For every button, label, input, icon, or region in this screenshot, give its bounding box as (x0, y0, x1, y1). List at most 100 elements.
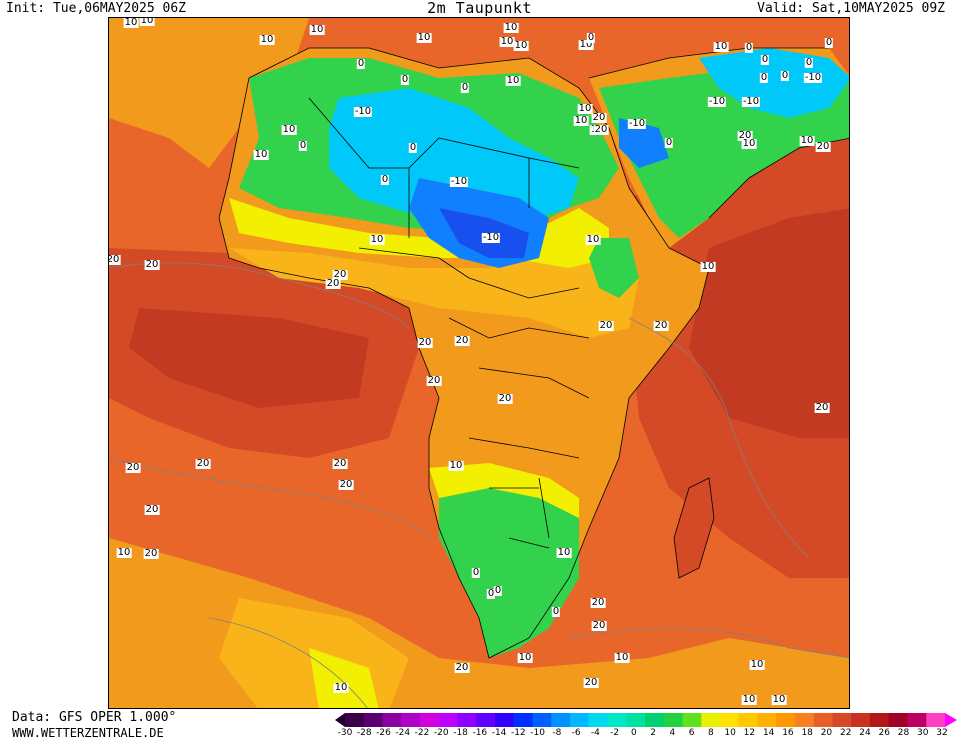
contour-label: 20 (454, 335, 470, 346)
colorbar-cell (888, 713, 908, 727)
contour-label: 10 (513, 40, 529, 51)
contour-label: 20 (583, 677, 599, 688)
contour-label: 10 (253, 149, 269, 160)
contour-lines (109, 262, 849, 708)
colorbar (335, 713, 957, 727)
colorbar-cell (401, 713, 421, 727)
colorbar-tick-labels: -30 -28 -26 -24 -22 -20 -18 -16 -14 -12 -10 -8 -6 -4-… (338, 728, 948, 740)
contour-label: 10 (333, 682, 349, 693)
colorbar-cell (476, 713, 496, 727)
colorbar-tick-label: 32 (936, 728, 948, 738)
contour-label: 20 (591, 620, 607, 631)
colorbar-tick-label: -16 (472, 728, 488, 738)
contour-label: -10 (741, 96, 761, 107)
colorbar-tick-label: 18 (801, 728, 813, 738)
colorbar-cell (363, 713, 383, 727)
contour-label: 10 (517, 652, 533, 663)
contour-label: 10 (713, 41, 729, 52)
contour-label: 20 (591, 112, 607, 123)
contour-label: 20 (653, 320, 669, 331)
contour-label: 0 (780, 70, 790, 81)
contour-label: 20 (737, 130, 753, 141)
colorbar-tick-label: 2 (650, 728, 656, 738)
colorbar-cell (420, 713, 440, 727)
colorbar-tick-label: 16 (782, 728, 794, 738)
colorbar-cell (682, 713, 702, 727)
colorbar-tick-label: 20 (820, 728, 833, 738)
contour-label: 10 (578, 39, 594, 50)
contour-label: 20 (593, 124, 609, 135)
colorbar-tick-label: 8 (708, 728, 714, 738)
contour-label: 0 (804, 57, 814, 68)
data-source-label: Data: GFS OPER 1.000° (12, 710, 177, 725)
colorbar-tick-label: 24 (859, 728, 871, 738)
colorbar-tick-label: -4 (590, 728, 600, 738)
contour-label: 20 (338, 479, 354, 490)
colorbar-cell (382, 713, 402, 727)
contour-label: -10 (449, 176, 469, 187)
contour-label: 10 (503, 22, 519, 33)
contour-label: 20 (325, 278, 341, 289)
colorbar-tick-label: -24 (395, 728, 411, 738)
contour-label: 20 (497, 393, 513, 404)
colorbar-cell (701, 713, 721, 727)
colorbar-cell (832, 713, 852, 727)
country-borders (218, 47, 849, 659)
colorbar-tick-label: -8 (552, 728, 562, 738)
colorbar-cell (457, 713, 477, 727)
contour-label: 0 (586, 32, 596, 43)
contour-label: 10 (139, 17, 155, 26)
contour-label: 0 (493, 585, 503, 596)
init-time-label: Init: Tue,06MAY2025 06Z (6, 1, 187, 16)
contour-label: 10 (741, 138, 757, 149)
contour-label: 10 (116, 547, 132, 558)
contour-label: -10 (481, 232, 501, 243)
contour-label: 20 (454, 662, 470, 673)
colorbar-tick-label: 0 (630, 728, 637, 738)
colorbar-cell (738, 713, 758, 727)
contour-label: 0 (551, 606, 561, 617)
colorbar-cell (645, 713, 665, 727)
ethiopia-green (589, 238, 639, 298)
colorbar-tick-label: -22 (414, 728, 430, 738)
contour-label: 20 (332, 458, 348, 469)
colorbar-cell (776, 713, 796, 727)
contour-label: 20 (814, 402, 830, 413)
colorbar-cell (345, 713, 365, 727)
colorbar-cell (570, 713, 590, 727)
contour-label: 10 (700, 261, 716, 272)
contour-label: -10 (627, 118, 647, 129)
contour-label: 0 (380, 174, 390, 185)
contour-label: 0 (471, 567, 481, 578)
colorbar-cell (626, 713, 646, 727)
contour-label: 0 (356, 58, 366, 69)
colorbar-tick-label: -2 (610, 728, 620, 738)
contour-label: 20 (332, 269, 348, 280)
colorbar-tick-label: 28 (897, 728, 910, 738)
colorbar-cell (513, 713, 533, 727)
contour-label: 20 (195, 458, 211, 469)
colorbar-cell (438, 713, 458, 727)
contour-label: 10 (499, 36, 515, 47)
colorbar-cell (757, 713, 777, 727)
colorbar-cell (663, 713, 683, 727)
contour-label: 20 (143, 548, 159, 559)
contour-label: 0 (824, 37, 834, 48)
valid-time-label: Valid: Sat,10MAY2025 09Z (757, 1, 945, 16)
contour-label: 10 (259, 34, 275, 45)
contour-label: 20 (426, 375, 442, 386)
contour-label: 10 (749, 659, 765, 670)
contour-label: 20 (815, 141, 831, 152)
contour-label: 10 (556, 547, 572, 558)
contour-label: 10 (123, 17, 139, 28)
arabia-blue (619, 118, 669, 168)
colorbar-underflow-arrow (335, 713, 345, 727)
contour-label: 10 (369, 234, 385, 245)
southern-africa-yellow (429, 463, 579, 518)
colorbar-tick-label: 14 (762, 728, 775, 738)
colorbar-overflow-arrow (945, 713, 957, 727)
contour-label: 0 (759, 72, 769, 83)
colorbar-tick-label: 10 (724, 728, 736, 738)
contour-label: 20 (590, 597, 606, 608)
colorbar-cell (495, 713, 515, 727)
